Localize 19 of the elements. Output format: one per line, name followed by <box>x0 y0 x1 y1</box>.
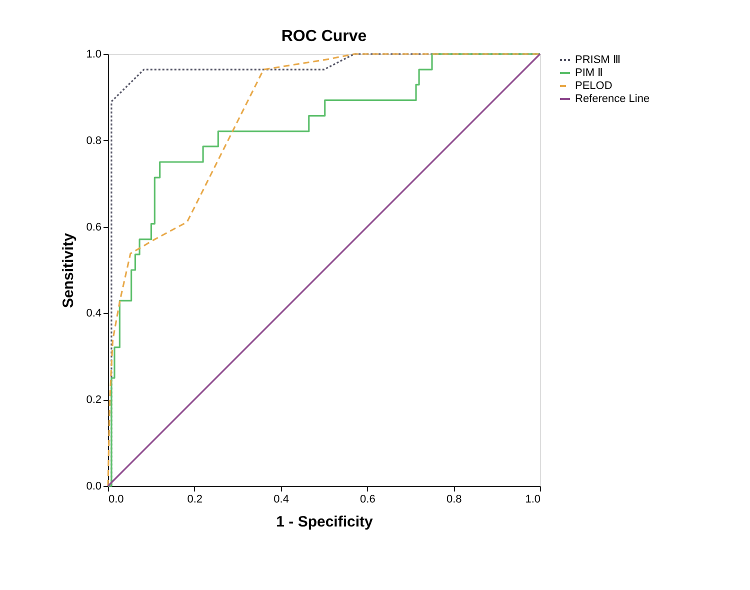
x-tick-label: 0.2 <box>187 494 203 506</box>
legend-label: PIM Ⅱ <box>575 67 603 79</box>
x-tick-label: 0.4 <box>274 494 289 506</box>
legend-label: PELOD <box>575 80 612 92</box>
x-tick-label: 0.8 <box>446 494 462 506</box>
legend-label: Reference Line <box>575 93 650 105</box>
y-tick-label: 0.8 <box>86 134 102 147</box>
x-tick-label: 0.0 <box>108 494 124 506</box>
y-tick-label: 0.6 <box>86 221 102 234</box>
y-tick-label: 0.4 <box>86 308 102 320</box>
y-tick-label: 0.2 <box>86 394 102 406</box>
chart-title: ROC Curve <box>281 28 367 45</box>
x-axis-title: 1 - Specificity <box>276 514 374 530</box>
y-tick-label: 1.0 <box>86 48 102 60</box>
legend-label: PRISM Ⅲ <box>575 54 621 66</box>
x-tick-label: 1.0 <box>525 494 540 506</box>
y-tick-label: 0.0 <box>86 480 102 492</box>
x-tick-label: 0.6 <box>360 494 376 506</box>
y-axis-title: Sensitivity <box>60 232 78 308</box>
